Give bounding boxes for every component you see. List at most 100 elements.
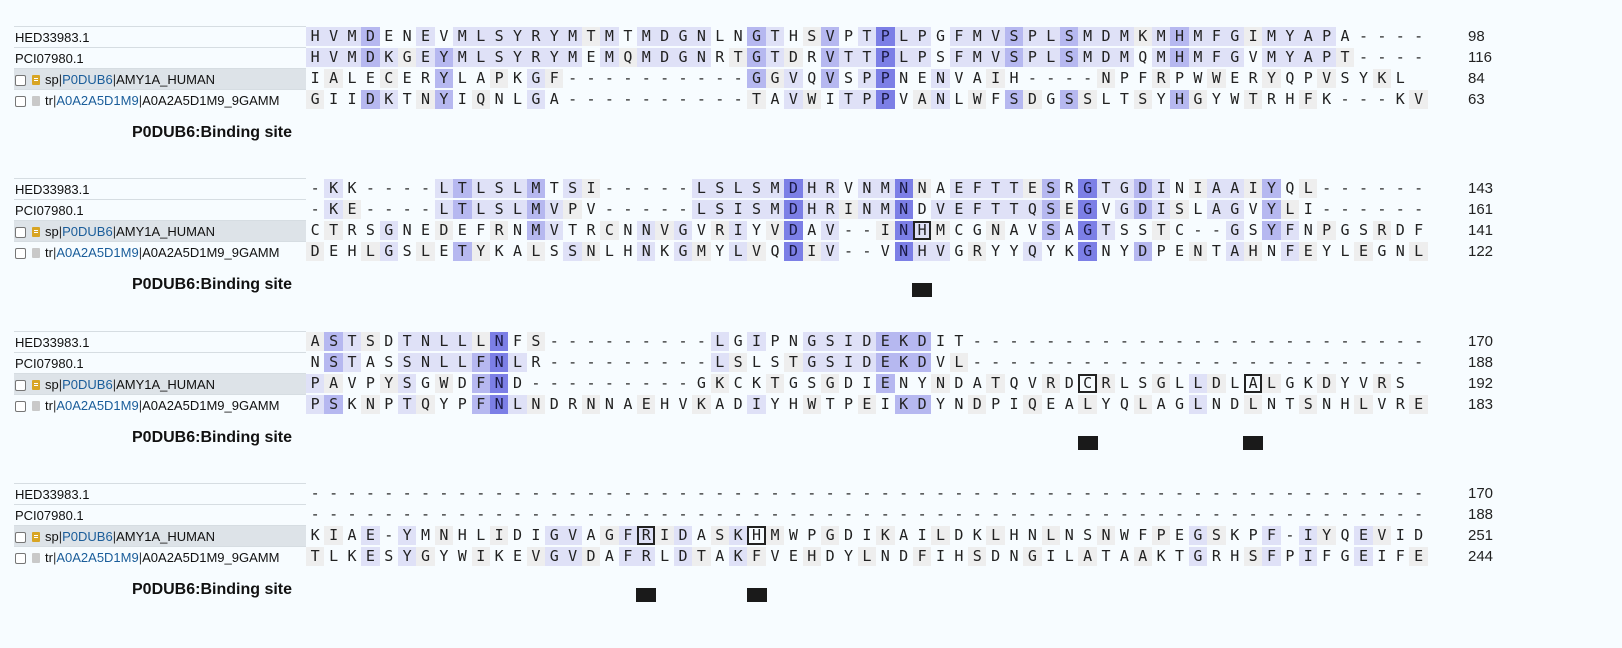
residue: - bbox=[1303, 505, 1313, 523]
binding-site-marker[interactable] bbox=[1243, 436, 1264, 450]
sequence-label[interactable]: tr|A0A2A5D1M9|A0A2A5D1M9_9GAMM bbox=[14, 394, 306, 415]
residue: H bbox=[802, 179, 821, 198]
sequence-id: HED33983.1 bbox=[15, 487, 90, 502]
residue: - bbox=[1395, 27, 1405, 45]
residue: - bbox=[623, 484, 633, 502]
residue: D bbox=[457, 374, 467, 392]
residue: A bbox=[770, 90, 780, 108]
residue: P bbox=[1023, 27, 1042, 46]
residue: G bbox=[802, 353, 821, 372]
residue: L bbox=[434, 200, 454, 219]
residue: I bbox=[839, 332, 858, 351]
select-checkbox[interactable] bbox=[15, 553, 26, 564]
accession-link[interactable]: A0A2A5D1M9 bbox=[56, 550, 139, 565]
residue: - bbox=[715, 69, 725, 87]
residue: L bbox=[434, 353, 454, 372]
residue: - bbox=[604, 179, 614, 197]
residue: L bbox=[931, 526, 950, 545]
residue: K bbox=[1156, 547, 1166, 565]
residue: - bbox=[991, 505, 1001, 523]
residue: - bbox=[1266, 505, 1277, 523]
binding-site-marker[interactable] bbox=[636, 588, 657, 602]
select-checkbox[interactable] bbox=[15, 401, 26, 412]
accession-link[interactable]: P0DUB6 bbox=[62, 224, 113, 239]
residue: A bbox=[1225, 242, 1244, 261]
residue: I bbox=[1395, 526, 1405, 544]
sequence-label[interactable]: sp|P0DUB6|AMY1A_HUMAN bbox=[14, 525, 306, 546]
residue: D bbox=[899, 547, 909, 565]
residue: R bbox=[568, 395, 578, 413]
residue: K bbox=[324, 179, 343, 198]
residue: M bbox=[765, 526, 785, 545]
sequence-label[interactable]: sp|P0DUB6|AMY1A_HUMAN bbox=[14, 68, 306, 89]
residue: T bbox=[324, 221, 343, 240]
residue: A bbox=[715, 395, 725, 413]
sequence-label[interactable]: sp|P0DUB6|AMY1A_HUMAN bbox=[14, 373, 306, 394]
residue: V bbox=[1377, 395, 1387, 413]
residue: - bbox=[1101, 332, 1111, 350]
residue: R bbox=[347, 221, 357, 239]
residue: L bbox=[986, 526, 1005, 545]
residue: P bbox=[844, 395, 854, 413]
residue: S bbox=[1138, 374, 1148, 392]
residue: - bbox=[1358, 505, 1368, 523]
residue: T bbox=[986, 179, 1005, 198]
residue: - bbox=[1414, 48, 1424, 66]
residue: E bbox=[1023, 179, 1042, 198]
residue: - bbox=[1119, 332, 1129, 350]
residue: - bbox=[310, 179, 320, 197]
residue: F bbox=[1395, 547, 1405, 565]
accession-link[interactable]: A0A2A5D1M9 bbox=[56, 93, 139, 108]
residue: Y bbox=[1280, 27, 1300, 46]
residue: - bbox=[807, 484, 817, 502]
residue: M bbox=[1188, 48, 1208, 67]
select-checkbox[interactable] bbox=[15, 532, 26, 543]
residue: T bbox=[857, 48, 877, 67]
residue: H bbox=[1170, 48, 1189, 67]
sequence-label[interactable]: tr|A0A2A5D1M9|A0A2A5D1M9_9GAMM bbox=[14, 241, 306, 262]
residue: Y bbox=[1262, 221, 1281, 240]
residue: H bbox=[912, 221, 932, 240]
residue: - bbox=[494, 484, 504, 502]
residue: H bbox=[347, 242, 357, 260]
residue: - bbox=[1175, 484, 1185, 502]
residue: - bbox=[788, 505, 798, 523]
accession-link[interactable]: A0A2A5D1M9 bbox=[56, 245, 139, 260]
residue: G bbox=[696, 374, 706, 392]
sequence-label[interactable]: sp|P0DUB6|AMY1A_HUMAN bbox=[14, 220, 306, 241]
sequence-label[interactable]: tr|A0A2A5D1M9|A0A2A5D1M9_9GAMM bbox=[14, 89, 306, 110]
residue: D bbox=[844, 526, 854, 544]
residue: - bbox=[623, 353, 633, 371]
binding-site-marker[interactable] bbox=[1077, 436, 1098, 450]
select-checkbox[interactable] bbox=[15, 380, 26, 391]
residue: - bbox=[788, 484, 798, 502]
db-prefix: sp bbox=[45, 224, 59, 239]
residue: - bbox=[844, 221, 854, 239]
residue: Q bbox=[1138, 48, 1148, 66]
residue: W bbox=[802, 395, 821, 414]
accession-link[interactable]: A0A2A5D1M9 bbox=[56, 398, 139, 413]
select-checkbox[interactable] bbox=[15, 227, 26, 238]
residue: - bbox=[1064, 505, 1074, 523]
residue: - bbox=[1285, 505, 1295, 523]
binding-site-marker[interactable] bbox=[912, 283, 933, 297]
residue: - bbox=[862, 505, 872, 523]
binding-site-marker[interactable] bbox=[746, 588, 767, 602]
residue: - bbox=[1377, 179, 1387, 197]
residue: E bbox=[876, 332, 895, 351]
sequence-label[interactable]: tr|A0A2A5D1M9|A0A2A5D1M9_9GAMM bbox=[14, 546, 306, 567]
residue: R bbox=[710, 221, 729, 240]
accession-link[interactable]: P0DUB6 bbox=[62, 377, 113, 392]
residue: D bbox=[1133, 179, 1152, 198]
select-checkbox[interactable] bbox=[15, 96, 26, 107]
accession-link[interactable]: P0DUB6 bbox=[62, 72, 113, 87]
residue: L bbox=[1101, 90, 1111, 108]
residue: L bbox=[1193, 200, 1203, 218]
select-checkbox[interactable] bbox=[15, 248, 26, 259]
select-checkbox[interactable] bbox=[15, 75, 26, 86]
residue: S bbox=[807, 374, 817, 392]
db-prefix: sp bbox=[45, 72, 59, 87]
residue: L bbox=[692, 200, 711, 219]
residue: G bbox=[820, 374, 840, 393]
accession-link[interactable]: P0DUB6 bbox=[62, 529, 113, 544]
